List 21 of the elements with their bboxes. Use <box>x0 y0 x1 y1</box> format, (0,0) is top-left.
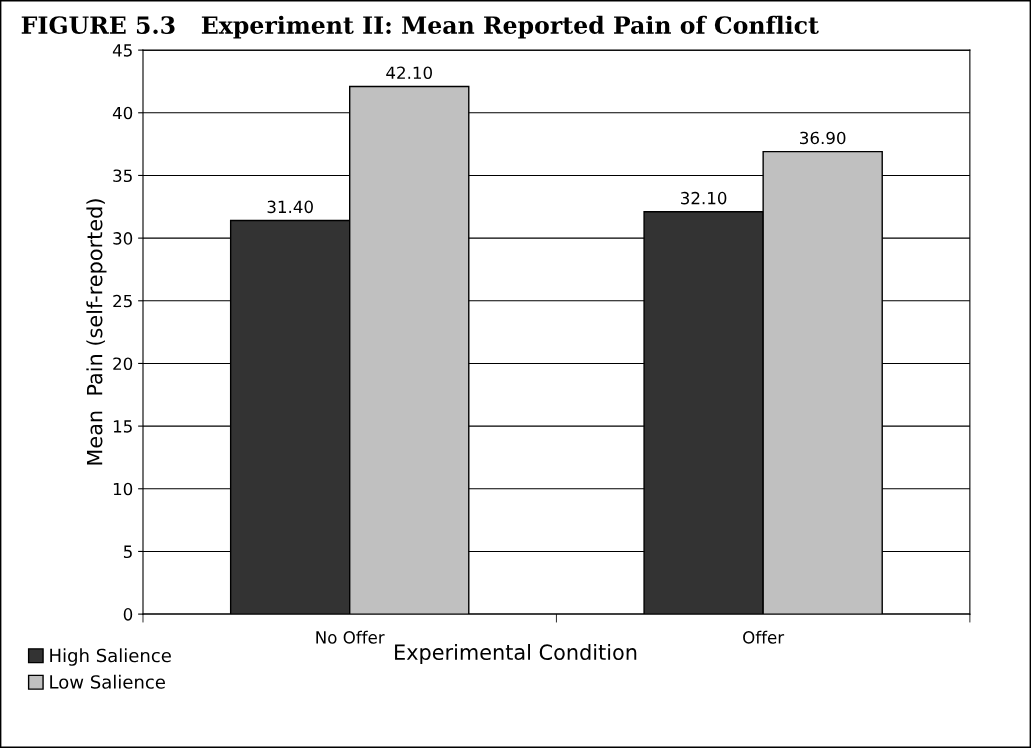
y-tick-label: 45 <box>112 44 132 57</box>
legend-label: High Salience <box>50 648 171 666</box>
y-tick-label: 5 <box>123 545 132 559</box>
y-tick-label: 35 <box>113 169 132 183</box>
y-tick-label: 25 <box>113 294 132 308</box>
y-tick-label: 15 <box>113 420 132 433</box>
y-tick-label: 10 <box>113 482 133 496</box>
y-tick-label: 20 <box>113 357 133 371</box>
data-label: 32.10 <box>681 191 727 205</box>
y-axis-title: Mean Pain (self-reported) <box>86 199 107 465</box>
chart-title: FIGURE 5.3 Experiment II: Mean Reported Pain of Conflict <box>21 15 819 39</box>
data-label: 36.90 <box>800 131 846 145</box>
x-tick-label: Offer <box>743 630 785 644</box>
x-tick-label: No Offer <box>316 630 385 644</box>
legend-label: Low Salience <box>50 674 165 689</box>
y-tick-label: 0 <box>123 608 133 621</box>
data-label: 31.40 <box>267 200 313 214</box>
x-axis-title: Experimental Condition <box>395 643 637 665</box>
data-label: 42.10 <box>386 66 432 80</box>
y-tick-label: 30 <box>113 232 133 245</box>
y-tick-label: 40 <box>112 106 133 120</box>
